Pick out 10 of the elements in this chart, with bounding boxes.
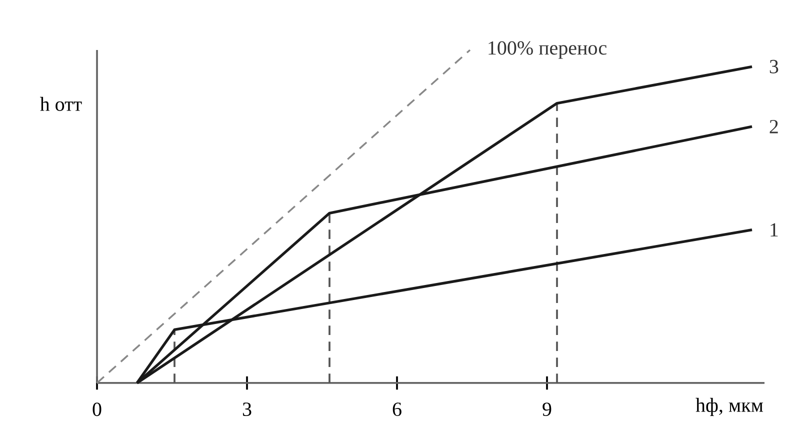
series-label: 100% перенос: [488, 41, 606, 59]
series-label: 3: [770, 60, 778, 74]
series-label: 2: [770, 120, 778, 134]
y-axis-title: h отт: [40, 96, 82, 111]
x-tick-label: 3: [242, 402, 252, 416]
x-tick-label: 9: [542, 402, 552, 416]
x-tick-label: 6: [392, 402, 402, 416]
series-label: 1: [770, 223, 778, 236]
x-axis-title: hф, мкм: [696, 398, 764, 416]
x-tick-label: 0: [92, 402, 102, 416]
